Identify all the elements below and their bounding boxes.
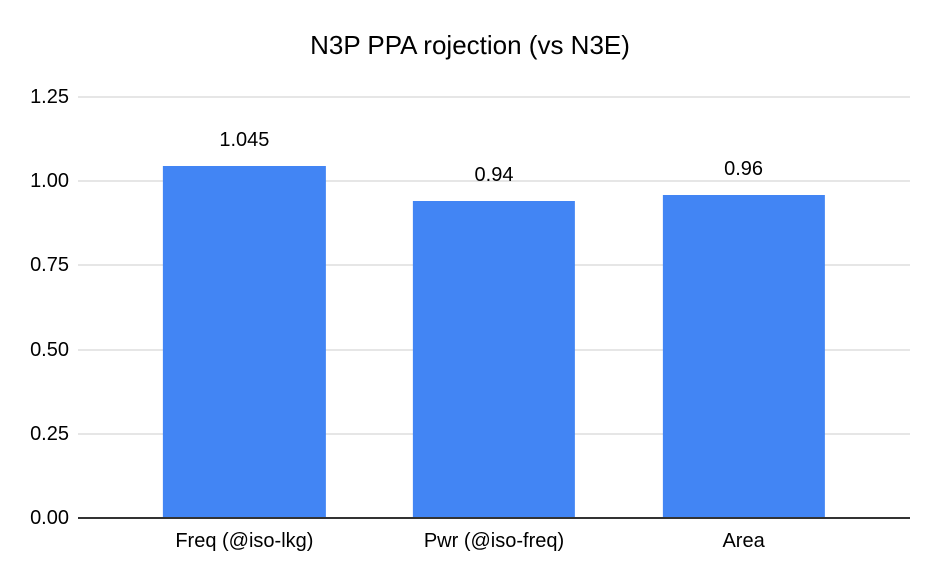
bar-3 (662, 194, 825, 518)
bar-2 (412, 201, 576, 518)
bar-value-label: 1.045 (219, 129, 270, 152)
x-axis-baseline (78, 517, 910, 519)
y-axis-tick-label: 1.25 (30, 86, 69, 108)
y-axis-tick-label: 0.50 (30, 338, 69, 361)
y-gridline (78, 96, 910, 98)
bar-1 (163, 166, 326, 518)
y-axis-tick-label: 0.00 (30, 507, 69, 529)
bar-value-label: 0.96 (724, 157, 764, 180)
bar-value-label: 0.94 (474, 164, 514, 187)
x-axis-category-label: Area (722, 530, 765, 552)
x-axis-category-label: Pwr (@iso-freq) (423, 530, 565, 552)
y-axis-tick-label: 1.00 (30, 170, 69, 193)
chart-title: N3P PPA rojection (vs N3E) (310, 30, 630, 60)
plot-area: 0.00 0.25 0.50 0.75 1.00 1.25 1.045 Freq (@iso-… (30, 87, 910, 552)
y-axis-tick-label: 0.75 (30, 254, 69, 277)
y-gridline (78, 180, 910, 182)
x-axis-category-label: Freq (@iso-lkg) (175, 530, 314, 552)
y-axis-tick-label: 0.25 (30, 422, 69, 445)
